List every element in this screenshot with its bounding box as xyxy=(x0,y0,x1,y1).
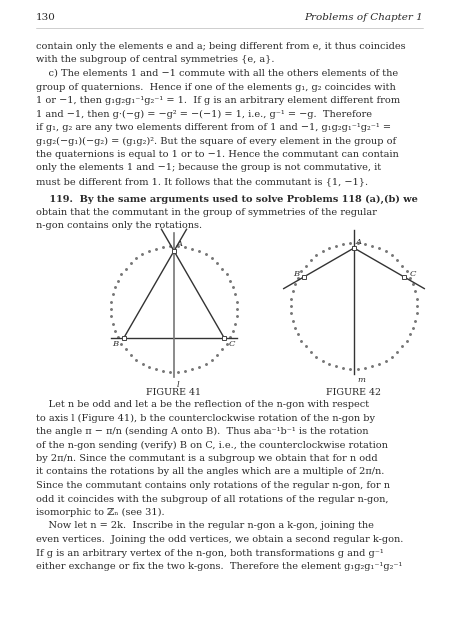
Text: even vertices.  Joining the odd vertices, we obtain a second regular k-gon.: even vertices. Joining the odd vertices,… xyxy=(36,535,403,544)
Text: B: B xyxy=(112,340,118,348)
FancyBboxPatch shape xyxy=(402,275,407,279)
Text: the quaternions is equal to 1 or to −1. Hence the commutant can contain: the quaternions is equal to 1 or to −1. … xyxy=(36,150,399,159)
Text: the angle π − π/n (sending A onto B).  Thus aba⁻¹b⁻¹ is the rotation: the angle π − π/n (sending A onto B). Th… xyxy=(36,427,369,436)
Text: group of quaternions.  Hence if one of the elements g₁, g₂ coincides with: group of quaternions. Hence if one of th… xyxy=(36,83,396,92)
Text: only the elements 1 and −1; because the group is not commutative, it: only the elements 1 and −1; because the … xyxy=(36,163,381,173)
Text: c) The elements 1 and −1 commute with all the others elements of the: c) The elements 1 and −1 commute with al… xyxy=(36,69,398,78)
Text: Problems of Chapter 1: Problems of Chapter 1 xyxy=(304,13,423,22)
FancyBboxPatch shape xyxy=(352,246,356,250)
FancyBboxPatch shape xyxy=(222,336,226,340)
FancyBboxPatch shape xyxy=(172,249,176,253)
Text: F: F xyxy=(0,639,1,640)
Text: with the subgroup of central symmetries {e, a}.: with the subgroup of central symmetries … xyxy=(36,56,274,65)
Text: Let n be odd and let a be the reflection of the n-gon with respect: Let n be odd and let a be the reflection… xyxy=(36,400,369,409)
Text: of the n-gon sending (verify) B on C, i.e., the counterclockwise rotation: of the n-gon sending (verify) B on C, i.… xyxy=(36,440,388,450)
Text: 130: 130 xyxy=(36,13,56,22)
Text: B: B xyxy=(293,270,299,278)
Text: it contains the rotations by all the angles which are a multiple of 2π/n.: it contains the rotations by all the ang… xyxy=(36,467,384,477)
Text: FIGURE 42: FIGURE 42 xyxy=(326,388,381,397)
Text: 1 and −1, then g·(−g) = −g² = −(−1) = 1, i.e., g⁻¹ = −g.  Therefore: 1 and −1, then g·(−g) = −g² = −(−1) = 1,… xyxy=(36,109,372,118)
Text: to axis l (Figure 41), b the counterclockwise rotation of the n-gon by: to axis l (Figure 41), b the countercloc… xyxy=(36,413,375,422)
Text: isomorphic to ℤₙ (see 31).: isomorphic to ℤₙ (see 31). xyxy=(36,508,165,517)
Text: obtain that the commutant in the group of symmetries of the regular: obtain that the commutant in the group o… xyxy=(36,208,377,217)
Text: m: m xyxy=(357,376,365,384)
Text: 119.  By the same arguments used to solve Problems 118 (a),(b) we: 119. By the same arguments used to solve… xyxy=(36,195,418,204)
Text: must be different from 1. It follows that the commutant is {1, −1}.: must be different from 1. It follows tha… xyxy=(36,177,368,186)
Text: l: l xyxy=(177,381,179,389)
Text: A: A xyxy=(356,238,362,246)
Text: FIGURE 41: FIGURE 41 xyxy=(0,639,1,640)
Text: FIGURE 41: FIGURE 41 xyxy=(146,388,202,397)
Text: If g is an arbitrary vertex of the n-gon, both transformations g and g⁻¹: If g is an arbitrary vertex of the n-gon… xyxy=(36,548,384,557)
Text: n-gon contains only the rotations.: n-gon contains only the rotations. xyxy=(36,221,202,230)
FancyBboxPatch shape xyxy=(302,275,306,279)
Text: C: C xyxy=(228,340,235,348)
Text: A: A xyxy=(177,240,183,248)
Text: either exchange or fix the two k-gons.  Therefore the element g₁g₂g₁⁻¹g₂⁻¹: either exchange or fix the two k-gons. T… xyxy=(36,562,403,571)
Text: contain only the elements e and a; being different from e, it thus coincides: contain only the elements e and a; being… xyxy=(36,42,406,51)
Text: Since the commutant contains only rotations of the regular n-gon, for n: Since the commutant contains only rotati… xyxy=(36,481,390,490)
Text: if g₁, g₂ are any two elements different from of 1 and −1, g₁g₂g₁⁻¹g₂⁻¹ =: if g₁, g₂ are any two elements different… xyxy=(36,123,391,132)
Text: C: C xyxy=(409,270,415,278)
Text: by 2π/n. Since the commutant is a subgroup we obtain that for n odd: by 2π/n. Since the commutant is a subgro… xyxy=(36,454,378,463)
Text: odd it coincides with the subgroup of all rotations of the regular n-gon,: odd it coincides with the subgroup of al… xyxy=(36,495,388,504)
FancyBboxPatch shape xyxy=(122,336,126,340)
Text: Now let n = 2k.  Inscribe in the regular n-gon a k-gon, joining the: Now let n = 2k. Inscribe in the regular … xyxy=(36,522,374,531)
Text: 1 or −1, then g₁g₂g₁⁻¹g₂⁻¹ = 1.  If g is an arbitrary element different from: 1 or −1, then g₁g₂g₁⁻¹g₂⁻¹ = 1. If g is … xyxy=(36,96,400,105)
Text: g₁g₂(−g₁)(−g₂) = (g₁g₂)². But the square of every element in the group of: g₁g₂(−g₁)(−g₂) = (g₁g₂)². But the square… xyxy=(36,136,396,146)
